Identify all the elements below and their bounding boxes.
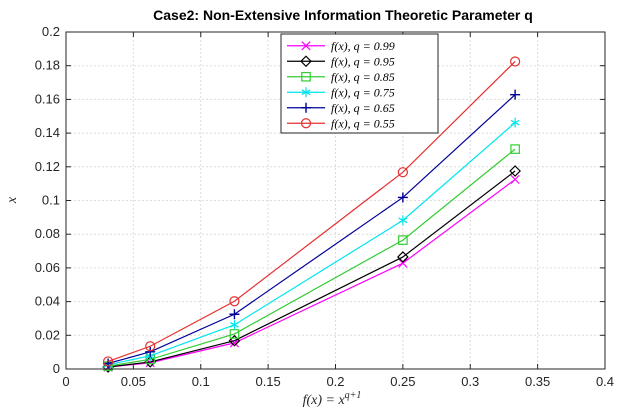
legend-label: f(x), q = 0.99 — [331, 39, 395, 53]
x-marker — [398, 258, 408, 268]
circle-marker — [510, 56, 521, 67]
y-tick-label: 0.02 — [35, 327, 60, 342]
x-marker — [301, 41, 311, 51]
y-tick-label: 0 — [53, 361, 60, 376]
plus-marker — [510, 89, 521, 100]
y-tick-label: 0.08 — [35, 226, 60, 241]
diamond-marker — [509, 165, 521, 177]
x-tick-label: 0.2 — [326, 374, 344, 389]
plus-marker — [103, 358, 114, 369]
legend-label: f(x), q = 0.55 — [331, 116, 395, 130]
series-5 — [103, 56, 521, 367]
diamond-marker — [300, 55, 312, 68]
legend-label: f(x), q = 0.65 — [331, 101, 395, 115]
x-marker — [510, 174, 520, 185]
x-tick-label: 0.05 — [121, 374, 146, 389]
y-tick-label: 0.04 — [35, 294, 60, 309]
legend-entry: f(x), q = 0.75 — [287, 85, 395, 99]
x-axis-label: f(x) = xq+1 — [303, 390, 362, 408]
asterisk-marker — [398, 215, 408, 226]
x-axis-label-superscript: q+1 — [345, 390, 362, 401]
y-tick-label: 0.06 — [35, 260, 60, 275]
series-4 — [103, 89, 521, 369]
y-tick-label: 0.18 — [35, 58, 60, 73]
x-tick-label: 0 — [62, 374, 69, 389]
y-tick-label: 0.14 — [35, 125, 60, 140]
plot-series — [102, 56, 521, 373]
x-axis-label-base: f(x) = x — [303, 393, 346, 408]
plus-marker — [397, 192, 408, 203]
y-tick-label: 0.16 — [35, 91, 60, 106]
series-line — [108, 148, 516, 367]
circle-marker — [300, 118, 312, 129]
y-axis-label-text: x — [5, 196, 20, 204]
circle-marker — [103, 356, 114, 367]
x-tick-label: 0.1 — [192, 374, 210, 389]
plus-marker — [145, 346, 156, 357]
square-marker — [398, 235, 408, 245]
diamond-marker — [228, 334, 241, 347]
y-axis-label: x — [5, 196, 20, 204]
plus-marker — [301, 102, 311, 113]
plus-marker — [229, 309, 240, 320]
chart-title: Case2: Non-Extensive Information Theoret… — [153, 7, 533, 23]
legend-box — [280, 33, 439, 134]
x-axis-label-text: f(x) = xq+1 — [303, 390, 362, 408]
asterisk-marker — [510, 117, 520, 128]
diamond-marker — [397, 251, 409, 263]
x-tick-label: 0.35 — [525, 374, 550, 389]
y-tick-label: 0.2 — [42, 24, 60, 39]
square-marker — [301, 71, 311, 82]
asterisk-marker — [229, 319, 239, 330]
x-tick-label: 0.4 — [596, 374, 614, 389]
x-marker — [229, 338, 240, 348]
asterisk-marker — [301, 87, 311, 98]
legend-entry: f(x), q = 0.95 — [287, 54, 395, 68]
axis-ticks: 0 0.05 0.1 0.15 0.2 0.25 0.3 0.35 0.4 0 0.02 0.04 0.… — [35, 24, 614, 389]
legend-label: f(x), q = 0.85 — [331, 70, 395, 84]
legend-entry: f(x), q = 0.55 — [287, 116, 395, 130]
legend-label: f(x), q = 0.95 — [331, 54, 395, 68]
circle-marker — [145, 341, 156, 352]
x-tick-label: 0.3 — [461, 374, 479, 389]
y-tick-label: 0.1 — [42, 193, 60, 208]
series-line — [107, 61, 516, 362]
series-line — [108, 170, 516, 368]
legend-label: f(x), q = 0.75 — [331, 85, 395, 99]
x-tick-label: 0.15 — [255, 374, 280, 389]
square-marker — [510, 144, 520, 154]
legend-entry: f(x), q = 0.99 — [287, 39, 395, 53]
x-tick-label: 0.25 — [390, 374, 415, 389]
y-tick-label: 0.12 — [35, 159, 60, 174]
legend: f(x), q = 0.99f(x), q = 0.95 f(x), q = 0.… — [280, 33, 439, 134]
circle-marker — [397, 167, 408, 178]
legend-entry: f(x), q = 0.65 — [287, 101, 395, 115]
legend-entry: f(x), q = 0.85 — [287, 70, 395, 84]
circle-marker — [229, 296, 240, 307]
